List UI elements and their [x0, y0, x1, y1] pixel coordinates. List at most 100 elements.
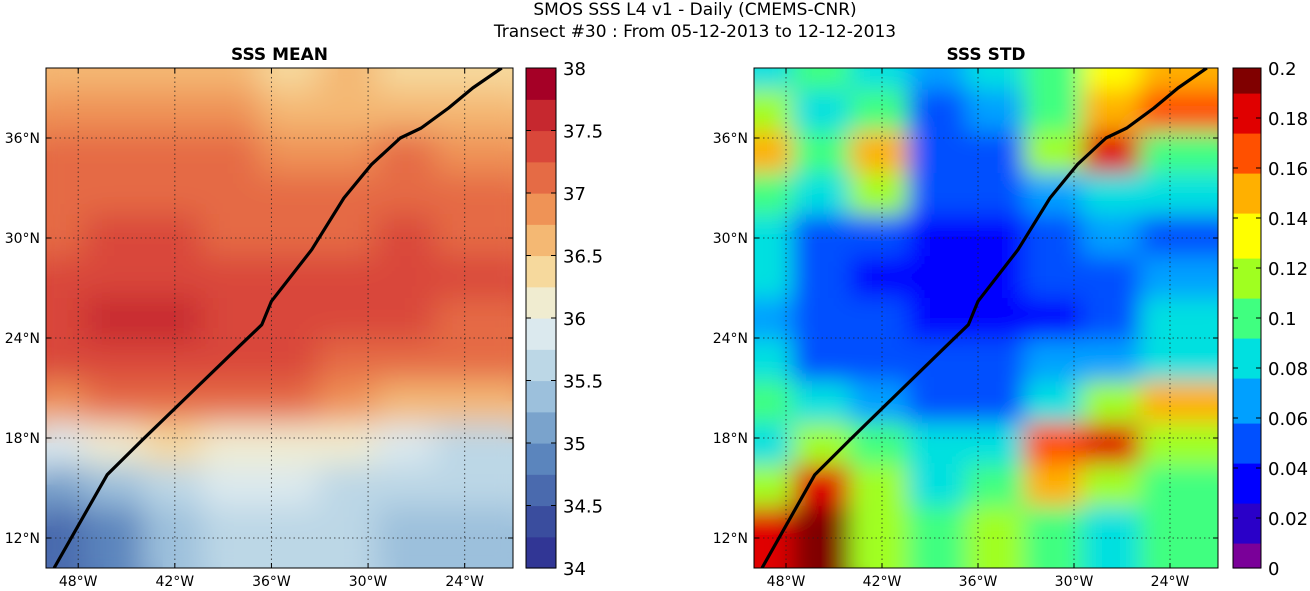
colorbar-tick-label: 0.18	[1268, 109, 1308, 130]
colorbar-segment	[1233, 493, 1261, 499]
colorbar-segment	[1233, 158, 1261, 164]
colorbar-segment	[526, 474, 556, 507]
colorbar-segment	[1233, 423, 1261, 429]
colorbar-segment	[1233, 248, 1261, 254]
colorbar-tick-label: 37.5	[563, 122, 603, 143]
colorbar-segment	[1233, 298, 1261, 304]
colorbar-segment	[1233, 428, 1261, 434]
colorbar-segment	[1233, 503, 1261, 509]
colorbar-segment	[526, 286, 556, 319]
colorbar-segment	[1233, 508, 1261, 514]
colorbar-segment	[1233, 73, 1261, 79]
colorbar-segment	[526, 255, 556, 288]
colorbar-segment	[1233, 393, 1261, 399]
colorbar-segment	[1233, 323, 1261, 329]
colorbar-tick-label: 37	[563, 184, 586, 205]
colorbar-segment	[526, 411, 556, 444]
x-tick-label: 42°W	[863, 574, 902, 590]
colorbar-segment	[1233, 203, 1261, 209]
colorbar-tick-label: 0.2	[1268, 59, 1297, 80]
colorbar-tick-label: 0.1	[1268, 309, 1297, 330]
x-tick-label: 24°W	[445, 574, 484, 590]
colorbar-segment	[1233, 183, 1261, 189]
y-tick-label: 30°N	[713, 231, 748, 247]
colorbar-segment	[1233, 488, 1261, 494]
colorbar-segment	[1233, 233, 1261, 239]
colorbar-segment	[1233, 358, 1261, 364]
colorbar-segment	[1233, 453, 1261, 459]
plot-frame	[45, 67, 514, 569]
colorbar-segment	[1233, 438, 1261, 444]
colorbar-segment	[1233, 198, 1261, 204]
colorbar-tick-label: 35.5	[563, 372, 603, 393]
y-tick-label: 12°N	[5, 531, 40, 547]
colorbar-segment	[1233, 268, 1261, 274]
colorbar-segment	[1233, 553, 1261, 559]
colorbar-segment	[1233, 463, 1261, 469]
panel-sss-mean: SSS MEAN 48°W 42°W 36°W 30°W 24°W 12°N 18°N 24°N…	[5, 45, 603, 590]
colorbar-segment	[1233, 558, 1261, 564]
colorbar-segment	[1233, 258, 1261, 264]
plot-frame	[753, 67, 1219, 569]
x-tick-label: 42°W	[155, 574, 194, 590]
colorbar-segment	[1233, 143, 1261, 149]
colorbar-segment	[1233, 483, 1261, 489]
colorbar: 34 34.5 35 35.5 36 36.5 37 37.5 38	[525, 59, 603, 580]
colorbar-segment	[1233, 373, 1261, 379]
colorbar-segment	[1233, 138, 1261, 144]
colorbar-segment	[1233, 533, 1261, 539]
colorbar-tick-label: 36.5	[563, 247, 603, 268]
colorbar-segment	[1233, 293, 1261, 299]
x-tick-label: 30°W	[349, 574, 388, 590]
heatmap-cells	[754, 68, 1218, 568]
colorbar-segment	[1233, 168, 1261, 174]
colorbar-tick-label: 38	[563, 59, 586, 80]
colorbar-segment	[1233, 88, 1261, 94]
colorbar-segment	[1233, 118, 1261, 124]
colorbar-segment	[1233, 253, 1261, 259]
colorbar-segment	[1233, 368, 1261, 374]
colorbar-segment	[1233, 538, 1261, 544]
colorbar-tick-label: 0.14	[1268, 209, 1308, 230]
colorbar-segment	[1233, 443, 1261, 449]
colorbar-segment	[1233, 518, 1261, 524]
y-tick-label: 18°N	[713, 431, 748, 447]
colorbar-segment	[526, 161, 556, 194]
colorbar-segment	[1233, 498, 1261, 504]
x-tick-label: 36°W	[252, 574, 291, 590]
colorbar-segment	[1233, 378, 1261, 384]
colorbar-segment	[1233, 208, 1261, 214]
colorbar-segment	[1233, 303, 1261, 309]
transect-line	[52, 68, 503, 568]
colorbar-segment	[526, 224, 556, 257]
colorbar-segment	[1233, 388, 1261, 394]
colorbar-segment	[526, 130, 556, 163]
heatmap-field	[46, 68, 513, 568]
colorbar-segment	[1233, 148, 1261, 154]
y-tick-label: 30°N	[5, 231, 40, 247]
figure-subtitle: Transect #30 : From 05-12-2013 to 12-12-…	[493, 22, 897, 42]
colorbar-segment	[1233, 108, 1261, 114]
colorbar-tick-label: 0.16	[1268, 159, 1308, 180]
heatmap-cells	[46, 68, 513, 568]
colorbar-segment	[1233, 398, 1261, 404]
colorbar-segment	[1233, 413, 1261, 419]
y-tick-label: 24°N	[5, 331, 40, 347]
colorbar-segment	[1233, 263, 1261, 269]
heatmap-field	[754, 68, 1218, 568]
colorbar-segment	[1233, 238, 1261, 244]
grid-lines	[754, 68, 1218, 568]
colorbar-segment	[526, 68, 556, 100]
colorbar-segment	[1233, 403, 1261, 409]
colorbar-segment	[1233, 513, 1261, 519]
colorbar-segment	[1233, 273, 1261, 279]
x-tick-label: 24°W	[1151, 574, 1190, 590]
colorbar-segment	[1233, 123, 1261, 129]
colorbar-segment	[1233, 313, 1261, 319]
colorbar-segment	[1233, 458, 1261, 464]
x-tick-label: 48°W	[767, 574, 806, 590]
colorbar-segment	[526, 536, 556, 569]
colorbar-segment	[1233, 133, 1261, 139]
colorbar-segment	[1233, 318, 1261, 324]
